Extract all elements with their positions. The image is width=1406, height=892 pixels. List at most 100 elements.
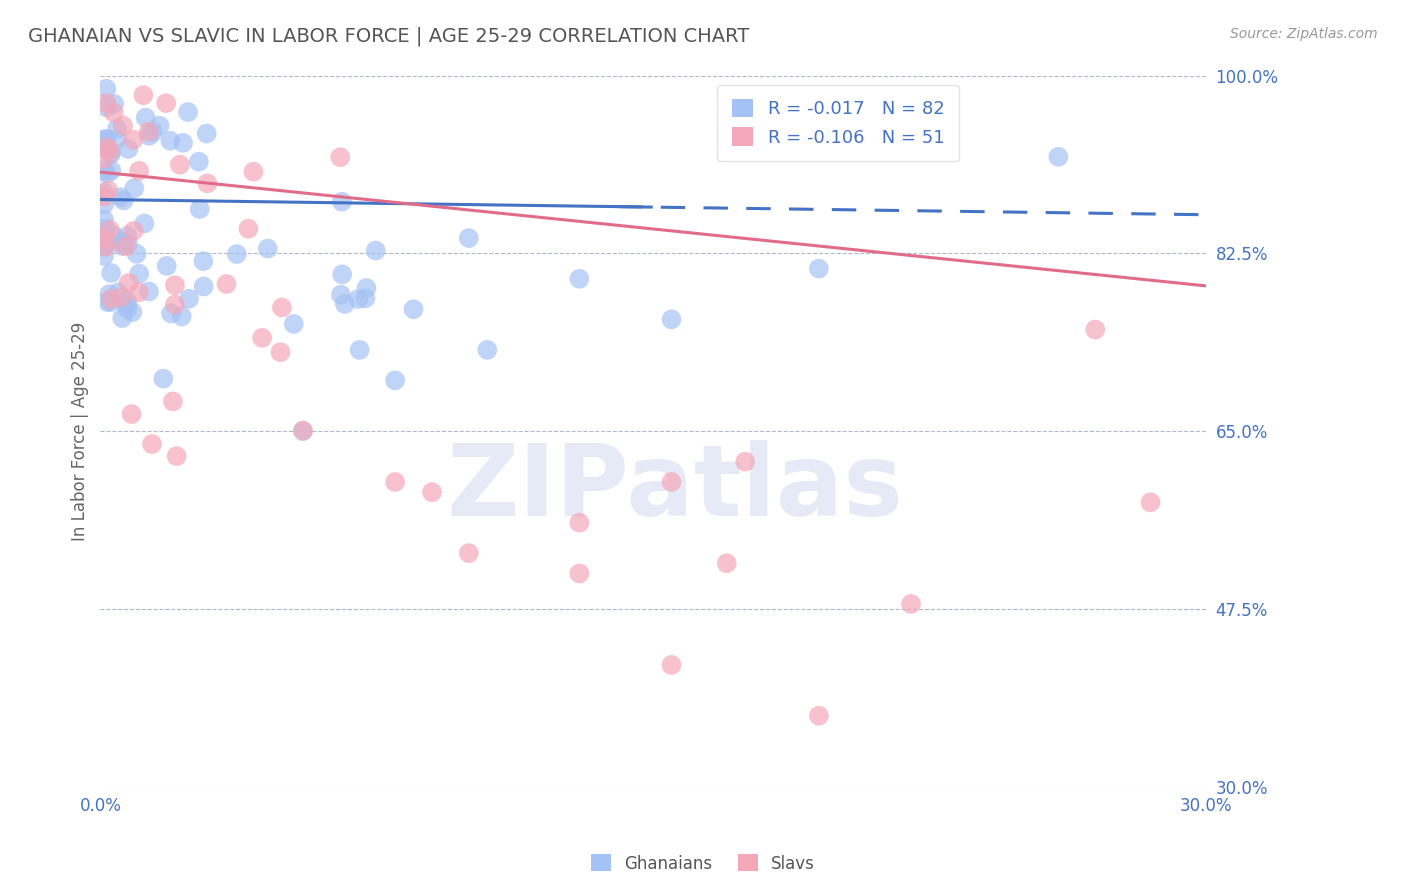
- Point: [96, 100, 118, 114]
- Point: [93, 152, 115, 166]
- Point: [117, 229, 139, 244]
- Point: [138, 285, 160, 299]
- Point: [187, 154, 209, 169]
- Point: [661, 475, 683, 489]
- Point: [477, 343, 499, 357]
- Point: [149, 119, 172, 133]
- Point: [141, 437, 163, 451]
- Point: [115, 297, 138, 311]
- Point: [169, 158, 191, 172]
- Point: [96, 167, 118, 181]
- Point: [142, 125, 165, 139]
- Text: Source: ZipAtlas.com: Source: ZipAtlas.com: [1230, 27, 1378, 41]
- Point: [93, 233, 115, 247]
- Point: [349, 343, 371, 357]
- Point: [112, 119, 135, 133]
- Point: [96, 96, 118, 111]
- Point: [195, 127, 218, 141]
- Point: [98, 287, 121, 301]
- Point: [132, 88, 155, 103]
- Point: [93, 186, 115, 200]
- Point: [125, 246, 148, 260]
- Point: [356, 281, 378, 295]
- Point: [138, 125, 160, 139]
- Legend: Ghanaians, Slavs: Ghanaians, Slavs: [585, 847, 821, 880]
- Point: [195, 177, 218, 191]
- Point: [94, 132, 117, 146]
- Point: [250, 331, 273, 345]
- Point: [128, 267, 150, 281]
- Point: [225, 247, 247, 261]
- Point: [122, 133, 145, 147]
- Point: [105, 121, 128, 136]
- Point: [568, 566, 591, 581]
- Point: [457, 231, 479, 245]
- Point: [238, 221, 260, 235]
- Point: [93, 212, 115, 227]
- Point: [1047, 150, 1070, 164]
- Point: [568, 272, 591, 286]
- Point: [128, 164, 150, 178]
- Y-axis label: In Labor Force | Age 25-29: In Labor Force | Age 25-29: [72, 321, 89, 541]
- Point: [215, 277, 238, 291]
- Point: [97, 183, 120, 197]
- Point: [117, 236, 139, 251]
- Point: [100, 163, 122, 178]
- Point: [93, 135, 115, 149]
- Point: [807, 708, 830, 723]
- Point: [100, 147, 122, 161]
- Point: [96, 81, 118, 95]
- Point: [111, 239, 134, 253]
- Point: [269, 345, 291, 359]
- Point: [177, 105, 200, 120]
- Point: [98, 223, 121, 237]
- Point: [568, 516, 591, 530]
- Point: [734, 455, 756, 469]
- Point: [159, 134, 181, 148]
- Point: [93, 189, 115, 203]
- Point: [188, 202, 211, 216]
- Point: [103, 97, 125, 112]
- Point: [155, 96, 177, 111]
- Point: [162, 394, 184, 409]
- Point: [96, 140, 118, 154]
- Point: [354, 291, 377, 305]
- Point: [364, 244, 387, 258]
- Point: [160, 306, 183, 320]
- Point: [100, 145, 122, 160]
- Point: [107, 285, 129, 300]
- Point: [103, 105, 125, 120]
- Point: [402, 302, 425, 317]
- Point: [329, 150, 352, 164]
- Point: [114, 239, 136, 253]
- Point: [112, 194, 135, 208]
- Point: [291, 424, 314, 438]
- Point: [329, 287, 352, 301]
- Point: [96, 295, 118, 310]
- Point: [900, 597, 922, 611]
- Text: GHANAIAN VS SLAVIC IN LABOR FORCE | AGE 25-29 CORRELATION CHART: GHANAIAN VS SLAVIC IN LABOR FORCE | AGE …: [28, 27, 749, 46]
- Point: [384, 373, 406, 387]
- Point: [347, 292, 370, 306]
- Point: [193, 279, 215, 293]
- Point: [661, 312, 683, 326]
- Point: [163, 278, 186, 293]
- Point: [93, 249, 115, 263]
- Point: [163, 297, 186, 311]
- Point: [256, 242, 278, 256]
- Point: [107, 132, 129, 146]
- Point: [128, 285, 150, 300]
- Point: [242, 164, 264, 178]
- Point: [152, 371, 174, 385]
- Point: [716, 556, 738, 570]
- Point: [121, 407, 143, 421]
- Point: [138, 128, 160, 143]
- Point: [135, 111, 157, 125]
- Text: ZIPatlas: ZIPatlas: [447, 440, 904, 537]
- Point: [94, 240, 117, 254]
- Point: [93, 240, 115, 254]
- Point: [1139, 495, 1161, 509]
- Point: [271, 301, 294, 315]
- Point: [103, 228, 125, 243]
- Point: [330, 268, 353, 282]
